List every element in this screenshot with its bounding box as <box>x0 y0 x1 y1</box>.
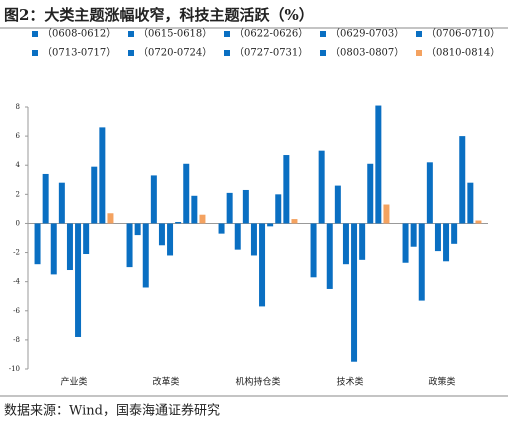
bar <box>191 195 198 224</box>
y-tick-label: 0 <box>16 219 20 227</box>
bar <box>134 223 141 236</box>
y-tick-label: -6 <box>13 307 20 315</box>
legend-label: （0810-0814） <box>426 47 500 59</box>
bar <box>150 175 157 224</box>
chart-title: 图2：大类主题涨幅收窄，科技主题活跃（%） <box>4 6 314 24</box>
bar <box>375 105 382 224</box>
bar <box>50 223 57 275</box>
legend-label: （0608-0612） <box>42 28 116 40</box>
bar <box>459 136 466 224</box>
legend-swatch <box>224 50 230 56</box>
bar <box>99 127 106 224</box>
bar <box>142 223 149 288</box>
x-tick-label: 机构持仓类 <box>235 376 280 388</box>
legend-label: （0803-0807） <box>330 47 404 59</box>
bar <box>107 213 114 224</box>
y-tick-label: 6 <box>16 132 21 140</box>
legend-swatch <box>128 31 134 37</box>
bar <box>342 223 349 265</box>
bar <box>126 223 133 268</box>
bar <box>91 166 98 224</box>
x-tick-label: 技术类 <box>336 376 363 388</box>
bar <box>351 223 358 362</box>
legend-label: （0615-0618） <box>138 28 212 40</box>
bar <box>167 223 174 256</box>
bar <box>451 223 458 244</box>
bar <box>250 223 257 256</box>
y-tick-label: -2 <box>13 249 20 257</box>
source: 数据来源：Wind，国泰海通证券研究 <box>4 403 220 419</box>
bar <box>283 155 290 224</box>
bar <box>75 223 82 337</box>
bar <box>158 223 165 246</box>
bar <box>218 223 225 234</box>
bar <box>42 173 49 224</box>
legend-label: （0622-0626） <box>234 28 308 40</box>
y-tick-label: -4 <box>13 278 20 286</box>
y-tick-label: -8 <box>13 336 20 344</box>
legend-swatch <box>416 50 422 56</box>
legend-label: （0706-0710） <box>426 28 500 40</box>
bar <box>267 223 274 227</box>
x-tick-label: 改革类 <box>152 376 179 388</box>
y-tick-label: 2 <box>16 190 20 198</box>
bar <box>183 163 190 224</box>
bar <box>58 182 65 224</box>
bar <box>83 223 90 255</box>
bar <box>199 214 206 224</box>
legend-swatch <box>32 50 38 56</box>
legend-label: （0713-0717） <box>42 47 116 59</box>
legend-swatch <box>416 31 422 37</box>
bar <box>175 221 182 224</box>
legend-label: （0727-0731） <box>234 47 308 59</box>
bar <box>226 192 233 224</box>
legend-swatch <box>32 31 38 37</box>
bar <box>318 150 325 224</box>
bar <box>34 223 41 265</box>
legend-label: （0720-0724） <box>138 47 212 59</box>
bar <box>275 194 282 224</box>
bar <box>383 204 390 224</box>
bar <box>418 223 425 301</box>
bar <box>242 189 249 224</box>
y-tick-label: 4 <box>16 161 21 169</box>
bar <box>467 182 474 224</box>
legend-swatch <box>224 31 230 37</box>
bar <box>367 163 374 224</box>
legend-label: （0629-0703） <box>330 28 404 40</box>
bar <box>475 220 482 224</box>
bar <box>66 223 73 271</box>
legend-swatch <box>320 31 326 37</box>
bar <box>234 223 241 250</box>
bar <box>359 223 366 260</box>
bar <box>443 223 450 262</box>
bar <box>410 223 417 247</box>
bar <box>259 223 266 307</box>
y-tick-label: 8 <box>16 103 20 111</box>
legend-swatch <box>320 50 326 56</box>
bar <box>291 219 298 224</box>
bar <box>334 185 341 224</box>
bar <box>326 223 333 289</box>
y-tick-label: -10 <box>9 365 20 373</box>
bar <box>310 223 317 278</box>
x-tick-label: 政策类 <box>428 376 455 388</box>
bar <box>402 223 409 263</box>
bar <box>434 223 441 252</box>
x-tick-label: 产业类 <box>60 376 87 388</box>
legend-swatch <box>128 50 134 56</box>
bar <box>426 162 433 224</box>
